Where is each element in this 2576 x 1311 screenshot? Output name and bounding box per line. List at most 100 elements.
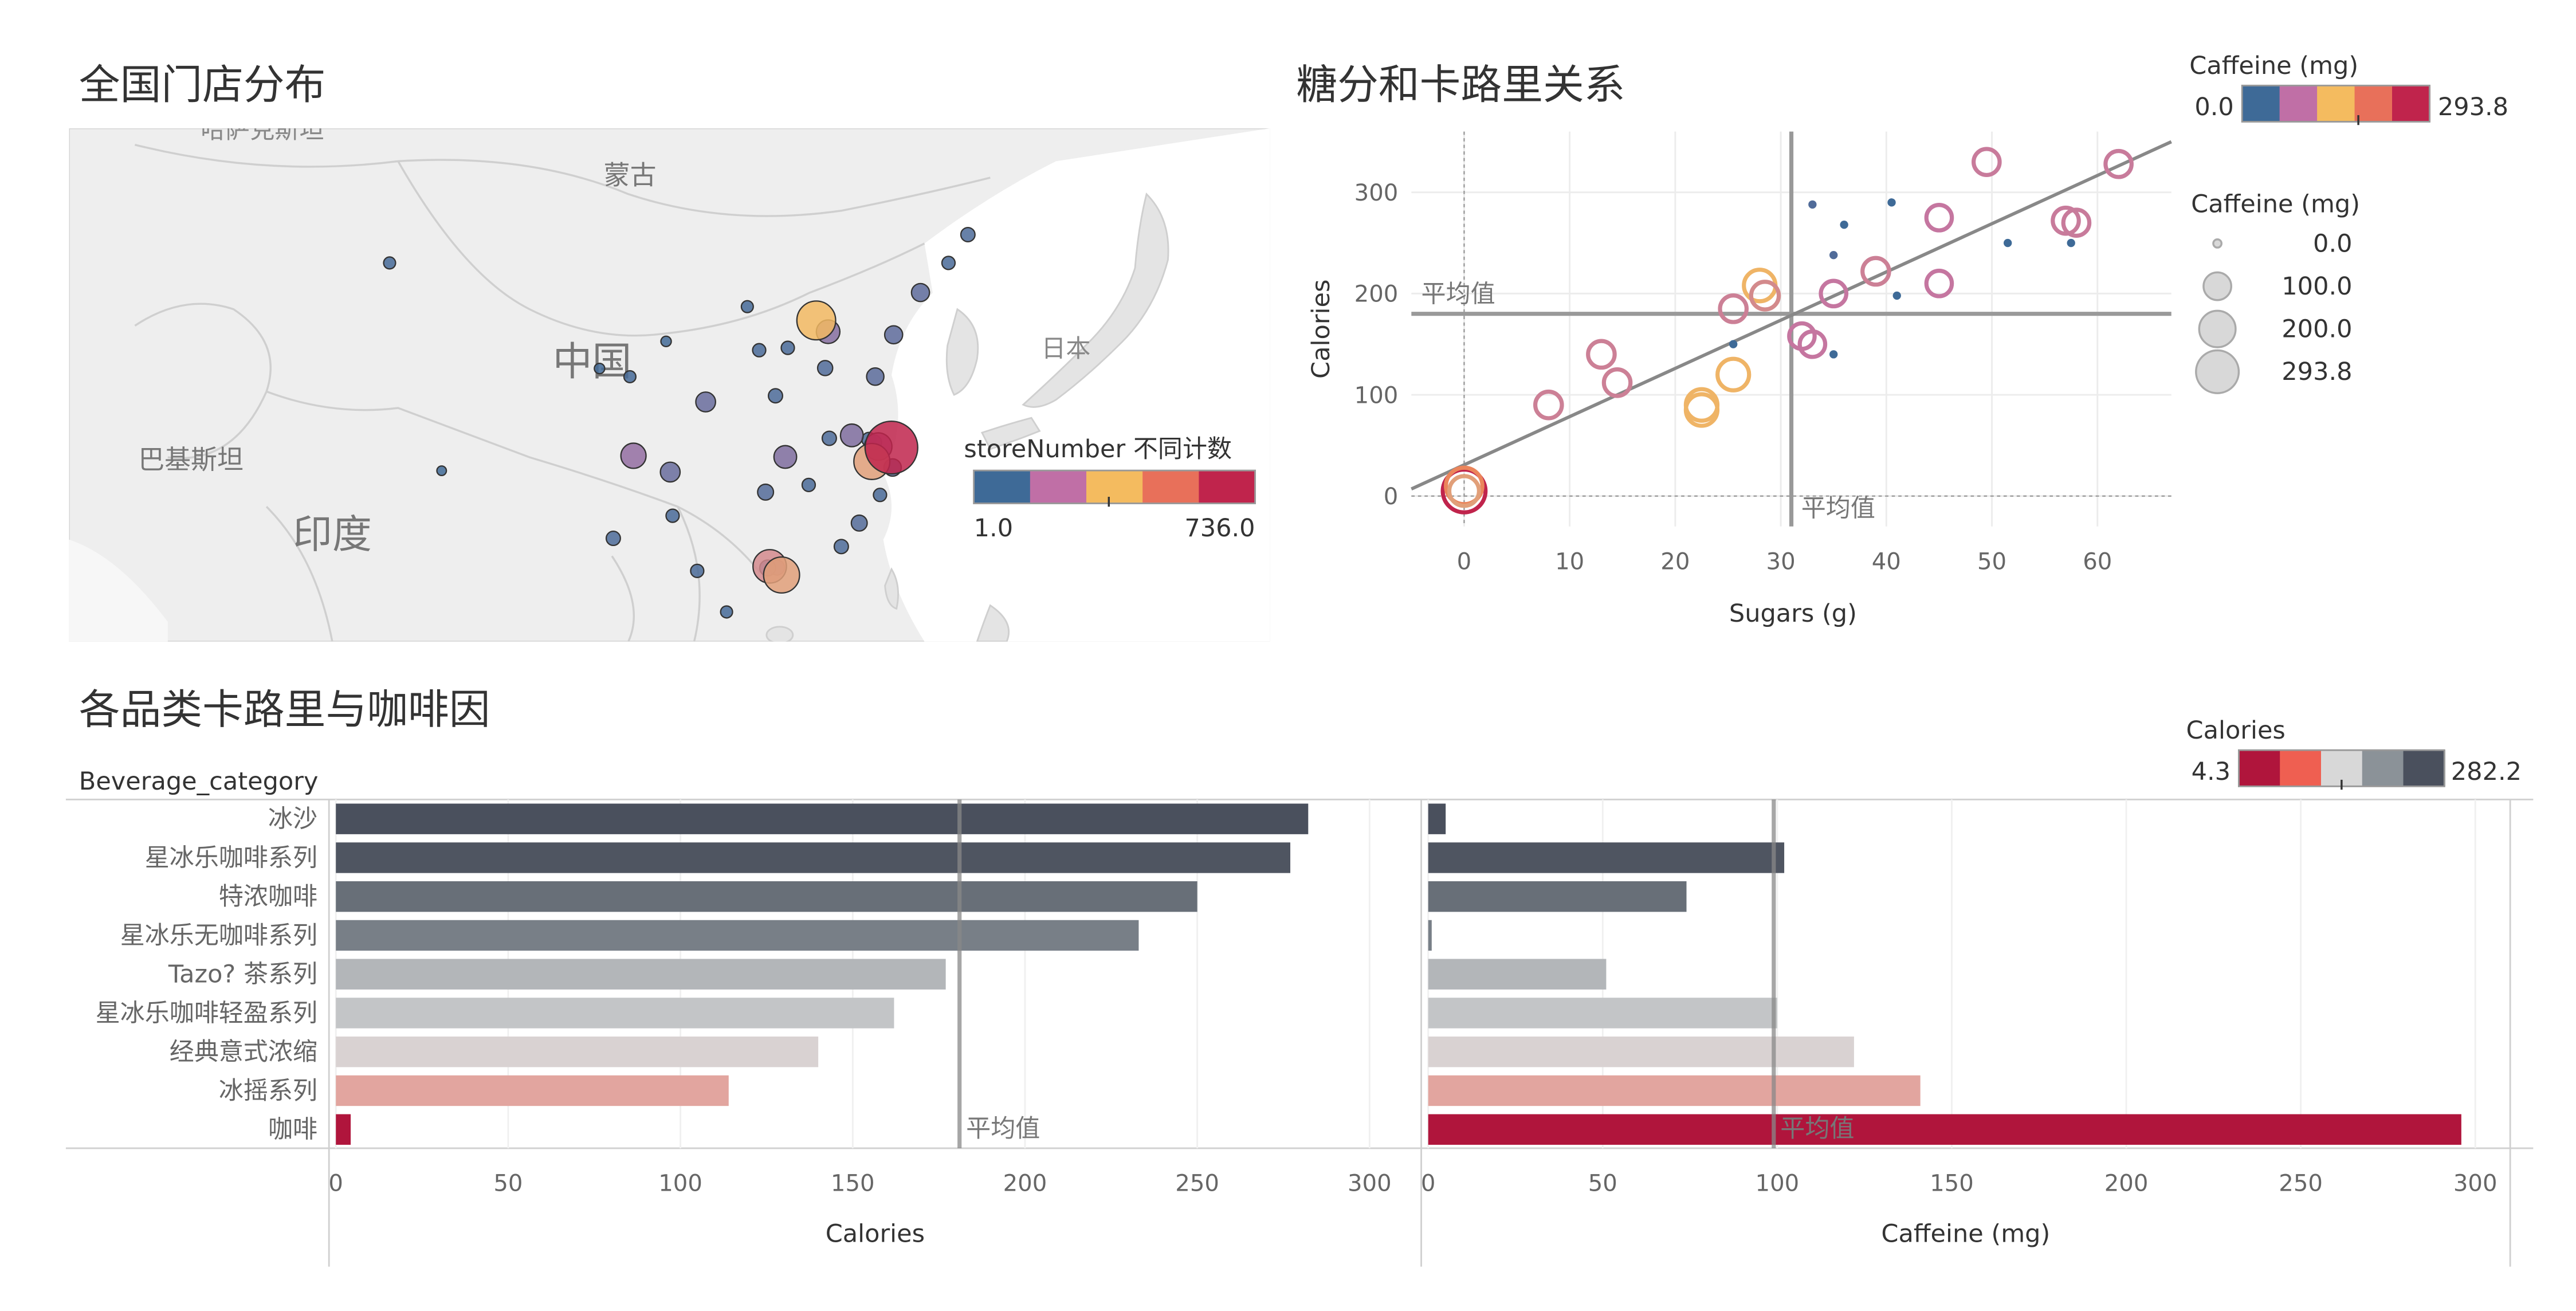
caffeine-bar[interactable] (1428, 881, 1687, 912)
scatter-trend-line (1411, 140, 2172, 490)
store-point[interactable] (816, 360, 834, 376)
store-point[interactable] (665, 508, 680, 523)
scatter-point[interactable] (1892, 291, 1901, 300)
scatter-point[interactable] (1729, 340, 1738, 348)
scatter-point[interactable] (1533, 389, 1564, 421)
category-label: 冰沙 (268, 805, 317, 834)
scatter-point[interactable] (1683, 392, 1720, 428)
calories-tick-label: 0 (328, 1171, 343, 1197)
scatter-point[interactable] (1586, 339, 1617, 370)
caffeine-bar[interactable] (1428, 920, 1432, 951)
scatter-point[interactable] (2003, 238, 2012, 248)
scatter-point[interactable] (1829, 350, 1838, 359)
calories-bar[interactable] (336, 920, 1139, 951)
store-point[interactable] (960, 226, 976, 243)
scatter-point[interactable] (1808, 200, 1817, 209)
scatter-point[interactable] (2061, 207, 2092, 238)
calories-bar[interactable] (336, 1114, 351, 1145)
calories-bar[interactable] (336, 998, 894, 1029)
caffeine-bar[interactable] (1428, 803, 1446, 834)
calories-bar[interactable] (336, 959, 946, 990)
category-label: 冰摇系列 (219, 1077, 317, 1105)
scatter-point[interactable] (1718, 293, 1749, 324)
scatter-point[interactable] (1829, 251, 1838, 260)
store-point[interactable] (801, 477, 816, 492)
caffeine-color-legend-swatch (2354, 85, 2393, 122)
map-legend-frame (973, 469, 1256, 504)
map-label-mongolia: 蒙古 (604, 160, 657, 191)
scatter-point[interactable] (1601, 367, 1633, 398)
store-point[interactable] (660, 335, 672, 348)
size-legend-circle (2202, 271, 2232, 301)
calories-bar[interactable] (336, 803, 1309, 834)
store-point[interactable] (757, 483, 775, 501)
store-point[interactable] (659, 461, 681, 483)
store-point[interactable] (839, 423, 864, 448)
scatter-point[interactable] (1715, 356, 1752, 392)
store-point[interactable] (873, 488, 888, 503)
store-point[interactable] (864, 421, 918, 475)
store-point[interactable] (383, 256, 396, 270)
scatter-point[interactable] (2051, 205, 2081, 236)
store-point[interactable] (594, 362, 606, 375)
caffeine-bar[interactable] (1428, 998, 1777, 1029)
scatter-point[interactable] (1819, 278, 1849, 309)
scatter-point[interactable] (1860, 256, 1891, 287)
caffeine-color-ramp[interactable] (2241, 84, 2430, 125)
store-point[interactable] (796, 300, 837, 341)
caffeine-size-legend: 0.0 100.0 200.0 293.8 (2195, 229, 2353, 394)
scatter-x-tick-label: 40 (1872, 548, 1901, 575)
store-point[interactable] (883, 325, 904, 345)
calories-bar[interactable] (336, 842, 1291, 873)
caffeine-tick-label: 50 (1588, 1171, 1617, 1197)
bar-legend-color-ramp[interactable] (2237, 749, 2445, 790)
caffeine-bar[interactable] (1428, 1114, 2461, 1145)
scatter-point[interactable] (1972, 147, 2002, 178)
scatter-point[interactable] (1840, 221, 1848, 229)
store-point[interactable] (720, 605, 733, 619)
caffeine-bar[interactable] (1428, 1037, 1854, 1067)
store-point[interactable] (620, 442, 647, 469)
caffeine-bar[interactable] (1428, 1075, 1921, 1106)
scatter-point[interactable] (1887, 198, 1896, 207)
store-point[interactable] (821, 430, 837, 446)
store-point[interactable] (605, 530, 621, 547)
map-legend-color-ramp[interactable] (973, 469, 1256, 507)
store-point[interactable] (752, 343, 767, 358)
store-point[interactable] (695, 391, 716, 413)
calories-bar[interactable] (336, 881, 1197, 912)
map-legend-max: 736.0 (1184, 514, 1255, 543)
scatter-point[interactable] (1924, 203, 1954, 233)
scatter-point[interactable] (1924, 268, 1954, 299)
caffeine-bar[interactable] (1428, 959, 1607, 990)
calories-tick-label: 200 (1003, 1171, 1047, 1197)
map-legend-min: 1.0 (974, 514, 1013, 543)
scatter-point[interactable] (2103, 148, 2134, 179)
store-point[interactable] (740, 300, 754, 313)
caffeine-bar[interactable] (1428, 842, 1785, 873)
store-point[interactable] (623, 370, 637, 384)
store-point[interactable] (773, 445, 798, 469)
calories-bar[interactable] (336, 1075, 729, 1106)
store-point[interactable] (833, 539, 849, 555)
store-map[interactable]: 哈萨克斯坦 蒙古 中国 日本 巴基斯坦 印度 storeNumber 不同计数 … (69, 128, 1270, 642)
store-point[interactable] (780, 340, 795, 355)
store-point[interactable] (866, 367, 885, 386)
scatter-point[interactable] (2067, 238, 2075, 248)
map-legend-swatch (1086, 470, 1144, 504)
store-point[interactable] (941, 256, 956, 270)
calories-bar[interactable] (336, 1037, 819, 1067)
scatter-point[interactable] (1749, 280, 1781, 312)
scatter-point[interactable] (1797, 329, 1828, 359)
calories-axis-label: Calories (826, 1220, 925, 1249)
store-point[interactable] (690, 563, 705, 578)
store-point[interactable] (850, 514, 868, 532)
scatter-point[interactable] (1447, 474, 1481, 508)
store-point[interactable] (763, 556, 800, 594)
store-point[interactable] (436, 465, 447, 476)
bar-legend: Calories 4.3 282.2 (2186, 716, 2522, 790)
store-point[interactable] (767, 388, 784, 404)
store-point[interactable] (910, 282, 930, 303)
